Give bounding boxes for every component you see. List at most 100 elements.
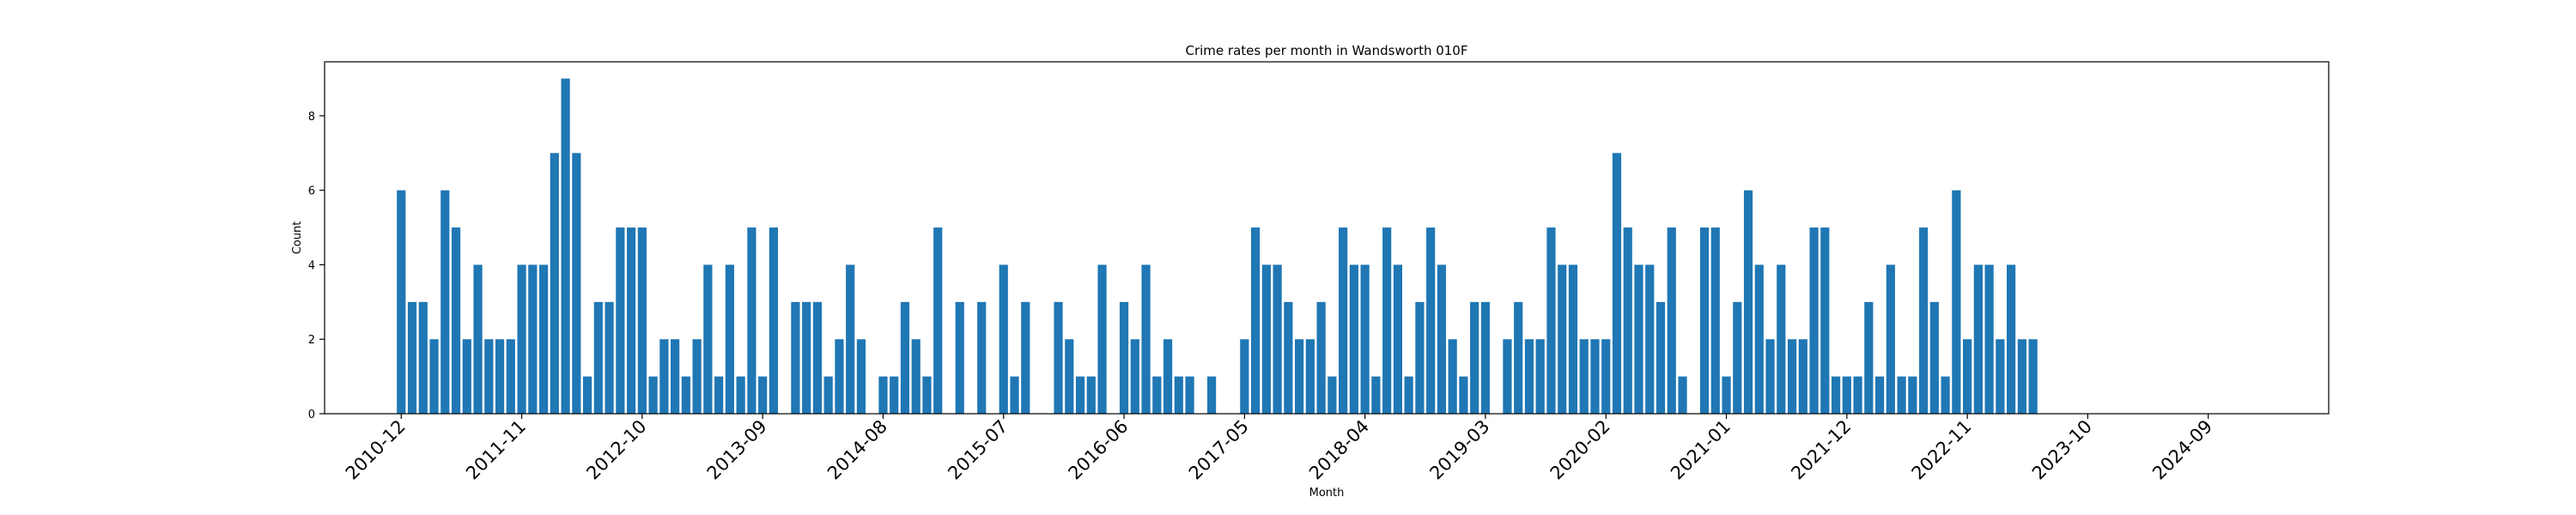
x-tick-label: 2017-05: [1185, 416, 1253, 484]
bar-2019-09: [1546, 227, 1556, 414]
bar-2021-09: [1809, 227, 1819, 414]
bar-2017-05: [1240, 339, 1249, 414]
bar-2022-09: [1941, 376, 1950, 414]
bar-2020-03: [1612, 153, 1622, 415]
x-tick-label: 2013-09: [703, 416, 771, 484]
bar-2011-11: [517, 264, 526, 414]
bar-2018-01: [1327, 376, 1337, 414]
y-tick-label: 4: [308, 259, 315, 272]
bar-2019-01: [1459, 376, 1468, 414]
bar-2020-06: [1645, 264, 1655, 414]
bar-2018-03: [1349, 264, 1358, 414]
bar-2023-02: [1996, 339, 2005, 414]
bar-2018-12: [1448, 339, 1457, 414]
bar-2019-06: [1514, 301, 1523, 414]
bar-2023-01: [1984, 264, 1994, 414]
bar-2011-02: [418, 301, 428, 414]
bar-2018-08: [1404, 376, 1413, 414]
bar-2021-08: [1798, 339, 1807, 414]
bar-2014-06: [856, 339, 866, 414]
y-axis-label: Count: [291, 221, 304, 255]
bar-2019-07: [1524, 339, 1534, 414]
bar-2019-12: [1579, 339, 1589, 414]
bar-2017-11: [1305, 339, 1315, 414]
bar-2022-11: [1963, 339, 1972, 414]
bar-2017-10: [1295, 339, 1304, 414]
bar-2016-11: [1174, 376, 1183, 414]
bar-2012-12: [659, 339, 669, 414]
bar-2014-05: [846, 264, 855, 414]
bar-2022-07: [1919, 227, 1929, 414]
bar-2012-04: [572, 153, 581, 415]
bar-2012-10: [637, 227, 647, 414]
bar-2020-05: [1634, 264, 1643, 414]
bar-2018-10: [1426, 227, 1436, 414]
bar-2020-12: [1710, 227, 1720, 414]
x-tick-label: 2022-11: [1908, 416, 1976, 484]
y-axis: 0 2 4 6 8: [308, 111, 325, 421]
bar-2011-01: [407, 301, 417, 414]
bar-2021-03: [1743, 190, 1753, 414]
bar-2023-05: [2028, 339, 2038, 414]
bar-2012-05: [583, 376, 592, 414]
bar-2021-07: [1787, 339, 1797, 414]
bar-2023-04: [2017, 339, 2026, 414]
bar-2021-06: [1777, 264, 1786, 414]
bar-2016-06: [1119, 301, 1129, 414]
bar-2013-03: [692, 339, 702, 414]
bar-2011-05: [451, 227, 461, 414]
y-tick-label: 8: [308, 111, 315, 124]
bar-2017-07: [1261, 264, 1271, 414]
y-tick-label: 0: [308, 409, 315, 421]
bar-2014-08: [878, 376, 888, 414]
bar-2013-10: [769, 227, 779, 414]
x-tick-label: 2020-02: [1546, 416, 1614, 484]
x-tick-label: 2018-04: [1305, 416, 1373, 484]
bar-2014-03: [823, 376, 833, 414]
bar-2016-03: [1086, 376, 1096, 414]
bar-2020-09: [1678, 376, 1687, 414]
bar-2014-04: [835, 339, 844, 414]
x-tick-label: 2015-07: [944, 416, 1012, 484]
bar-2016-07: [1130, 339, 1139, 414]
x-tick-label: 2021-12: [1787, 416, 1855, 484]
x-tick-label: 2011-11: [462, 416, 530, 484]
bar-2012-01: [538, 264, 549, 414]
bar-2012-08: [616, 227, 625, 414]
bar-2011-10: [506, 339, 515, 414]
bar-2020-04: [1623, 227, 1632, 414]
bar-2020-08: [1667, 227, 1676, 414]
x-tick-label: 2016-06: [1065, 416, 1133, 484]
bar-2019-08: [1535, 339, 1545, 414]
bar-2018-07: [1393, 264, 1402, 414]
bar-2019-11: [1568, 264, 1578, 414]
bar-2017-12: [1316, 301, 1326, 414]
bar-2021-01: [1722, 376, 1731, 414]
bar-2012-07: [605, 301, 614, 414]
bar-2022-04: [1886, 264, 1895, 414]
bar-2014-09: [890, 376, 899, 414]
bar-2014-10: [900, 301, 910, 414]
bar-2017-02: [1206, 376, 1217, 414]
bar-2021-11: [1831, 376, 1841, 414]
bar-2014-11: [911, 339, 920, 414]
bar-2016-02: [1075, 376, 1085, 414]
bar-2015-12: [1054, 301, 1063, 414]
x-tick-label: 2012-10: [582, 416, 650, 484]
bar-2020-02: [1601, 339, 1611, 414]
bar-2021-10: [1820, 227, 1830, 414]
bar-2020-11: [1699, 227, 1710, 414]
bar-2020-01: [1590, 339, 1600, 414]
bar-2016-04: [1097, 264, 1107, 414]
bar-2017-08: [1273, 264, 1282, 414]
bar-2013-04: [703, 264, 713, 414]
bar-2019-03: [1480, 301, 1491, 414]
bar-2015-09: [1021, 301, 1030, 414]
bar-2011-12: [528, 264, 538, 414]
bar-2018-02: [1339, 227, 1348, 414]
bar-2022-02: [1864, 301, 1874, 414]
bar-2019-05: [1503, 339, 1512, 414]
bar-2012-02: [550, 153, 559, 415]
x-tick-label: 2023-10: [2028, 416, 2096, 484]
bar-2022-12: [1973, 264, 1983, 414]
